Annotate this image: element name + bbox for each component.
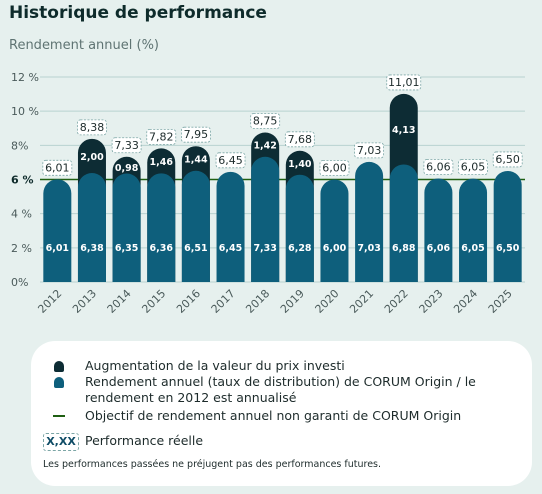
- total-value-label: 7,33: [114, 139, 139, 152]
- total-pill: [492, 151, 523, 168]
- bar-rendement: [147, 173, 176, 282]
- bar-value-label: 6,38: [80, 243, 104, 254]
- bar-rendement: [285, 174, 314, 282]
- bar-value-label: 6,88: [392, 243, 416, 254]
- total-pill: [284, 131, 315, 148]
- legend-perf-box: X,XX: [43, 433, 79, 451]
- bar-value-label: 6,06: [427, 243, 451, 254]
- legend-item-objectif: Objectif de rendement annuel non garanti…: [85, 408, 462, 423]
- bar-rendement: [320, 179, 349, 282]
- total-value-label: 7,95: [184, 128, 209, 141]
- total-pill: [180, 126, 211, 143]
- x-tick-label: 2013: [70, 287, 99, 316]
- bar-rendement: [424, 178, 453, 282]
- performance-chart: 0% 2 % 4 % 6 % 8% 10 % 12 % 6,01 6,01 6,38 2,00 8,…: [11, 71, 525, 316]
- bar-value-label: 6,01: [46, 243, 69, 254]
- x-tick-label: 2015: [139, 287, 168, 316]
- legend-item-perf: Performance réelle: [85, 433, 204, 448]
- y-tick-label: 0%: [11, 276, 28, 289]
- bar-rendement: [216, 171, 245, 282]
- y-tick-label: 6 %: [11, 174, 34, 187]
- total-pill: [77, 119, 107, 136]
- total-value-label: 7,68: [288, 133, 313, 146]
- bar-value-label: 6,00: [323, 243, 347, 254]
- legend-swatch-augmentation: [54, 361, 64, 372]
- bar-value-label: 6,28: [288, 243, 312, 254]
- bar-rendement: [389, 164, 418, 282]
- bar-rendement: [459, 178, 488, 282]
- bar-rendement: [43, 179, 72, 282]
- bar-augmentation-label: 1,42: [253, 141, 276, 152]
- total-pill: [458, 159, 488, 176]
- total-value-label: 6,01: [45, 161, 70, 174]
- x-tick-label: 2025: [486, 287, 515, 316]
- bar-rendement: [493, 170, 522, 282]
- x-tick-label: 2012: [35, 287, 64, 316]
- disclaimer-note: Les performances passées ne préjugent pa…: [43, 459, 382, 470]
- x-tick-label: 2014: [105, 287, 134, 316]
- total-pill: [386, 74, 422, 91]
- bar-value-label: 7,33: [253, 243, 276, 254]
- total-value-label: 8,38: [80, 121, 105, 134]
- x-tick-label: 2022: [382, 287, 411, 316]
- bar-augmentation-label: 0,98: [115, 163, 139, 174]
- bar-value-label: 6,45: [219, 243, 242, 254]
- bar-rendement: [355, 161, 384, 282]
- total-pill: [354, 142, 385, 159]
- total-value-label: 7,03: [357, 144, 382, 157]
- x-tick-label: 2017: [209, 287, 238, 316]
- y-tick-label: 12 %: [11, 71, 39, 84]
- y-tick-label: 2 %: [11, 242, 32, 255]
- bar-rendement: [77, 173, 106, 282]
- legend-swatch-rendement: [54, 377, 64, 388]
- total-value-label: 6,50: [495, 153, 520, 166]
- chart-title: Historique de performance: [9, 3, 267, 23]
- bar-value-label: 6,36: [150, 243, 174, 254]
- bar-augmentation-label: 1,46: [150, 157, 174, 168]
- bar-rendement: [112, 173, 141, 282]
- total-pill: [111, 137, 142, 154]
- x-tick-label: 2016: [174, 287, 203, 316]
- bar-value-label: 6,50: [496, 243, 520, 254]
- total-pill: [42, 159, 73, 176]
- total-value-label: 6,45: [218, 154, 243, 167]
- total-pill: [319, 160, 350, 176]
- total-value-label: 6,05: [461, 161, 486, 174]
- bar-augmentation-label: 4,13: [392, 125, 415, 136]
- bar-augmentation-label: 1,40: [288, 159, 312, 170]
- y-tick-label: 8%: [11, 139, 28, 152]
- bar-value-label: 7,03: [357, 243, 380, 254]
- total-pill: [146, 129, 177, 145]
- y-tick-label: 4 %: [11, 208, 32, 221]
- bar-rendement: [181, 170, 210, 282]
- total-value-label: 8,75: [253, 115, 278, 128]
- total-value-label: 6,00: [322, 162, 347, 175]
- total-value-label: 11,01: [388, 76, 420, 89]
- total-pill: [423, 159, 454, 175]
- bar-augmentation-label: 1,44: [184, 154, 208, 165]
- total-value-label: 7,82: [149, 130, 174, 143]
- legend-line-objectif: [53, 415, 65, 417]
- y-tick-label: 10 %: [11, 105, 39, 118]
- bar-value-label: 6,05: [461, 243, 484, 254]
- x-tick-label: 2024: [451, 287, 480, 316]
- bar-rendement: [251, 156, 280, 282]
- chart-subtitle: Rendement annuel (%): [9, 38, 159, 53]
- legend-panel: Augmentation de la valeur du prix invest…: [31, 341, 532, 486]
- bar-augmentation-label: 2,00: [80, 152, 104, 163]
- legend-item-rendement: Rendement annuel (taux de distribution) …: [85, 374, 476, 405]
- total-value-label: 6,06: [426, 160, 451, 173]
- x-tick-label: 2019: [278, 287, 307, 316]
- legend-item-augmentation: Augmentation de la valeur du prix invest…: [85, 358, 345, 373]
- x-tick-label: 2021: [347, 287, 376, 316]
- bar-value-label: 6,35: [115, 243, 138, 254]
- bar-value-label: 6,51: [184, 243, 207, 254]
- x-tick-label: 2023: [417, 287, 446, 316]
- total-pill: [250, 113, 281, 129]
- total-pill: [215, 152, 246, 169]
- x-tick-label: 2018: [243, 287, 272, 316]
- x-tick-label: 2020: [313, 287, 342, 316]
